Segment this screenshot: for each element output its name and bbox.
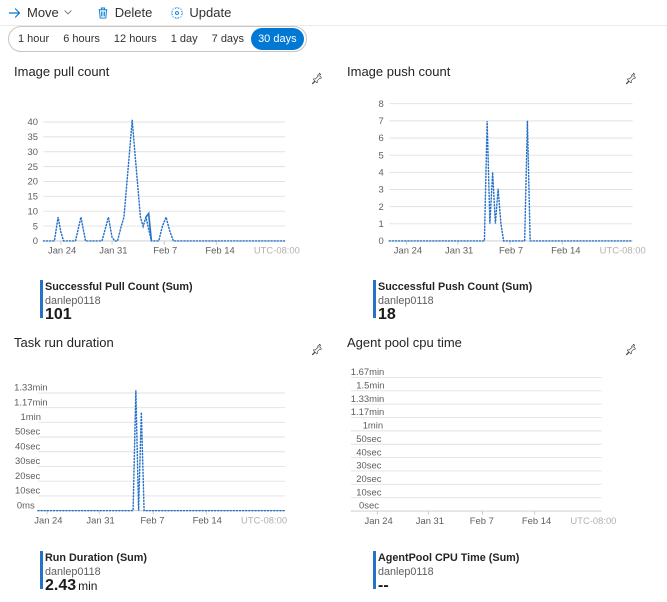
svg-text:50sec: 50sec: [15, 426, 40, 437]
svg-text:0: 0: [33, 235, 38, 246]
svg-text:Feb 14: Feb 14: [193, 514, 222, 525]
svg-text:10sec: 10sec: [356, 486, 381, 497]
svg-text:8: 8: [379, 98, 384, 109]
svg-text:1.33min: 1.33min: [14, 382, 47, 393]
svg-text:7: 7: [379, 115, 384, 126]
svg-text:Jan 24: Jan 24: [365, 515, 393, 526]
svg-text:40: 40: [27, 116, 37, 127]
svg-text:Jan 31: Jan 31: [445, 245, 473, 256]
svg-text:30sec: 30sec: [15, 455, 40, 466]
svg-text:1min: 1min: [363, 420, 383, 431]
svg-text:UTC-08:00: UTC-08:00: [570, 515, 616, 526]
svg-text:Feb 7: Feb 7: [153, 245, 177, 256]
svg-text:0: 0: [379, 235, 384, 246]
svg-text:UTC-08:00: UTC-08:00: [241, 514, 287, 525]
svg-text:UTC-08:00: UTC-08:00: [600, 245, 646, 256]
svg-text:50sec: 50sec: [356, 433, 381, 444]
svg-text:5: 5: [33, 220, 38, 231]
svg-text:Jan 24: Jan 24: [394, 245, 422, 256]
svg-text:Feb 7: Feb 7: [499, 245, 523, 256]
svg-text:20: 20: [27, 176, 37, 187]
svg-text:Jan 24: Jan 24: [48, 245, 76, 256]
svg-text:Jan 31: Jan 31: [416, 515, 444, 526]
svg-text:4: 4: [379, 167, 384, 178]
svg-text:2: 2: [379, 201, 384, 212]
svg-text:30sec: 30sec: [356, 460, 381, 471]
svg-text:35: 35: [27, 131, 37, 142]
svg-text:1.67min: 1.67min: [351, 366, 384, 377]
svg-text:15: 15: [27, 191, 37, 202]
svg-text:5: 5: [379, 149, 384, 160]
svg-text:1: 1: [379, 218, 384, 229]
svg-text:6: 6: [379, 132, 384, 143]
svg-text:1.17min: 1.17min: [351, 406, 384, 417]
svg-text:10sec: 10sec: [15, 485, 40, 496]
svg-text:1.5min: 1.5min: [356, 380, 384, 391]
svg-text:Feb 7: Feb 7: [140, 514, 164, 525]
svg-text:25: 25: [27, 161, 37, 172]
svg-text:1.33min: 1.33min: [351, 393, 384, 404]
svg-text:3: 3: [379, 184, 384, 195]
svg-text:Jan 31: Jan 31: [86, 514, 114, 525]
svg-text:Jan 31: Jan 31: [99, 245, 127, 256]
svg-text:Feb 7: Feb 7: [470, 515, 494, 526]
svg-text:Jan 24: Jan 24: [34, 514, 62, 525]
svg-text:Feb 14: Feb 14: [522, 515, 551, 526]
svg-text:1min: 1min: [21, 411, 41, 422]
svg-text:Feb 14: Feb 14: [205, 245, 234, 256]
svg-text:20sec: 20sec: [15, 470, 40, 481]
svg-text:0sec: 0sec: [359, 500, 379, 511]
svg-text:40sec: 40sec: [356, 446, 381, 457]
svg-text:20sec: 20sec: [356, 473, 381, 484]
svg-text:40sec: 40sec: [15, 440, 40, 451]
svg-text:UTC-08:00: UTC-08:00: [254, 245, 300, 256]
svg-text:Feb 14: Feb 14: [551, 245, 580, 256]
svg-text:1.17min: 1.17min: [14, 396, 47, 407]
svg-text:10: 10: [27, 205, 37, 216]
svg-text:0ms: 0ms: [17, 499, 35, 510]
svg-text:30: 30: [27, 146, 37, 157]
